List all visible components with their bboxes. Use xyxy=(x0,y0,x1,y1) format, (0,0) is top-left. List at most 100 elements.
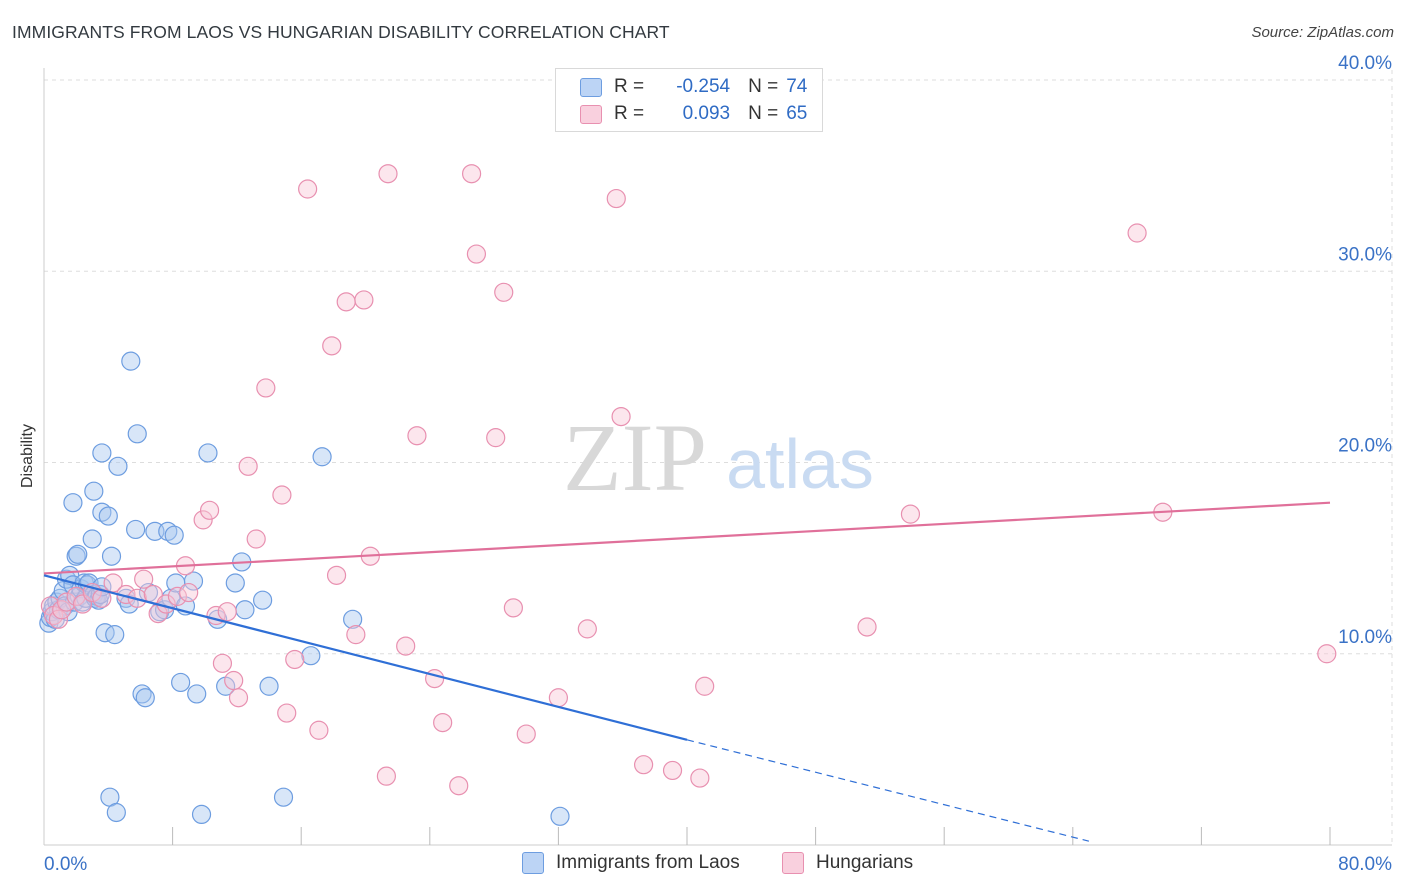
bottom-legend-label-hungarians: Hungarians xyxy=(816,852,914,873)
point-laos xyxy=(273,787,294,807)
point-laos xyxy=(171,672,191,693)
legend-r-label: R = xyxy=(614,76,645,97)
legend-n-value: 65 xyxy=(786,103,808,124)
point-hungarians xyxy=(396,636,416,656)
point-laos xyxy=(259,676,279,696)
y-tick-label: 20.0% xyxy=(1338,436,1392,457)
point-laos xyxy=(126,519,146,540)
point-laos xyxy=(183,571,204,591)
point-hungarians xyxy=(322,336,342,356)
legend-r-label: R = xyxy=(614,103,645,124)
point-laos xyxy=(108,456,128,476)
point-laos xyxy=(164,525,184,545)
point-hungarians xyxy=(461,164,482,184)
point-hungarians xyxy=(494,282,514,302)
point-hungarians xyxy=(466,244,487,264)
point-hungarians xyxy=(246,529,266,549)
point-laos xyxy=(63,493,83,513)
point-hungarians xyxy=(690,768,710,788)
legend-row-laos: R = -0.254 N = 74 xyxy=(580,75,807,99)
point-laos xyxy=(105,625,125,645)
legend-n-label: N = xyxy=(748,103,779,124)
point-hungarians xyxy=(256,378,276,398)
bottom-legend-swatch-hungarians xyxy=(782,852,804,874)
y-tick-label: 40.0% xyxy=(1338,53,1392,74)
point-hungarians xyxy=(179,582,199,603)
chart-title: IMMIGRANTS FROM LAOS VS HUNGARIAN DISABI… xyxy=(12,22,670,42)
point-laos xyxy=(187,684,207,704)
point-hungarians xyxy=(238,456,258,476)
point-laos xyxy=(101,546,122,566)
point-hungarians xyxy=(285,649,305,670)
legend-r-value: -0.254 xyxy=(676,76,731,97)
legend-swatch-hungarians xyxy=(580,104,602,124)
point-laos xyxy=(312,447,332,467)
point-hungarians xyxy=(224,670,244,691)
point-hungarians xyxy=(633,755,654,775)
legend-row-hungarians: R = 0.093 N = 65 xyxy=(580,102,807,126)
point-hungarians xyxy=(611,407,631,427)
point-laos xyxy=(135,688,155,708)
point-hungarians xyxy=(695,676,715,696)
point-hungarians xyxy=(326,565,347,585)
y-tick-label: 10.0% xyxy=(1338,627,1392,648)
point-hungarians xyxy=(56,592,77,612)
point-laos xyxy=(191,804,212,825)
point-hungarians xyxy=(336,292,356,312)
point-hungarians xyxy=(425,669,445,689)
point-hungarians xyxy=(449,776,469,796)
point-laos xyxy=(121,351,141,371)
point-hungarians xyxy=(66,586,86,606)
point-hungarians xyxy=(857,617,877,637)
point-hungarians xyxy=(407,426,427,446)
watermark-zip: ZIP xyxy=(563,404,707,511)
point-laos xyxy=(98,506,118,526)
y-tick-label: 30.0% xyxy=(1338,244,1392,265)
point-hungarians xyxy=(354,290,374,310)
trend-lines xyxy=(43,501,1331,842)
point-laos xyxy=(198,443,218,463)
data-points xyxy=(39,164,1337,826)
grid-lines xyxy=(44,70,1393,845)
legend-n-label: N = xyxy=(748,76,779,97)
point-laos xyxy=(343,609,363,629)
point-hungarians xyxy=(228,688,249,708)
point-hungarians xyxy=(272,485,292,505)
bottom-legend-laos: Immigrants from Laos xyxy=(522,852,740,874)
axes xyxy=(43,68,1392,846)
point-laos xyxy=(301,646,321,666)
point-laos xyxy=(235,600,255,620)
point-laos xyxy=(68,544,88,564)
point-hungarians xyxy=(298,179,318,199)
point-laos xyxy=(84,481,104,501)
x-tick-label-max: 80.0% xyxy=(1338,854,1392,875)
source-label: Source: ZipAtlas.com xyxy=(1251,24,1394,41)
bottom-legend-hungarians: Hungarians xyxy=(782,852,913,874)
point-hungarians xyxy=(516,724,536,744)
point-hungarians xyxy=(577,619,597,639)
point-laos xyxy=(225,573,245,593)
correlation-legend: R = -0.254 N = 74 R = 0.093 N = 65 xyxy=(555,68,823,132)
point-hungarians xyxy=(134,569,154,589)
legend-swatch-laos xyxy=(580,77,602,97)
point-hungarians xyxy=(1127,223,1147,243)
point-hungarians xyxy=(900,504,921,524)
point-hungarians xyxy=(1317,644,1337,664)
point-hungarians xyxy=(193,510,213,530)
bottom-legend-swatch-laos xyxy=(522,852,544,874)
point-hungarians xyxy=(606,188,626,209)
point-hungarians xyxy=(309,720,329,740)
point-laos xyxy=(127,424,147,444)
point-hungarians xyxy=(217,602,237,622)
point-hungarians xyxy=(199,500,220,520)
point-hungarians xyxy=(346,625,366,645)
trend-line-laos-extension xyxy=(686,739,1090,842)
trend-line-hungarians xyxy=(43,501,1331,575)
point-hungarians xyxy=(167,586,188,606)
point-hungarians xyxy=(378,164,398,184)
legend-n-value: 74 xyxy=(786,76,808,97)
bottom-legend-label-laos: Immigrants from Laos xyxy=(556,852,740,873)
x-tick-label-min: 0.0% xyxy=(44,854,87,875)
trend-line-laos xyxy=(43,574,688,741)
